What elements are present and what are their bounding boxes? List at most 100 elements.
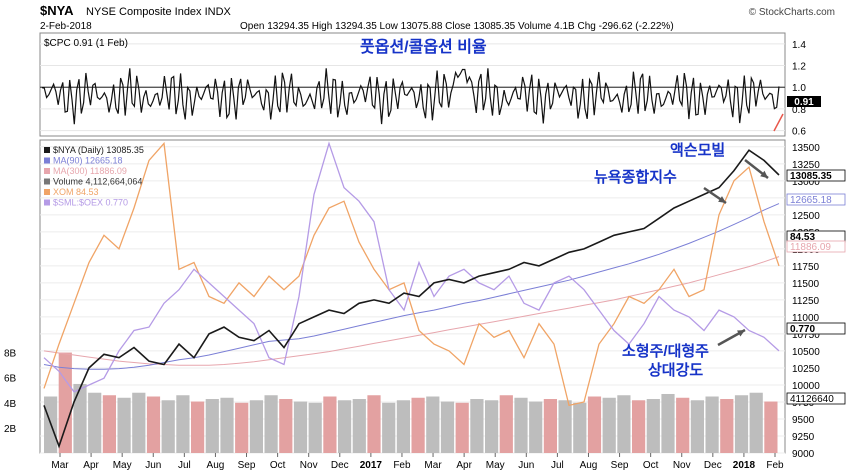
volume-bar <box>632 400 646 453</box>
x-tick-label: Nov <box>300 460 318 471</box>
right-value-label: 12665.18 <box>790 195 832 206</box>
price-ytick: 10250 <box>792 364 820 375</box>
volume-bar <box>749 392 763 453</box>
chart-annotation: 소형주/대형주 <box>622 343 709 360</box>
x-tick-label: Sep <box>611 460 629 471</box>
price-ytick: 11000 <box>792 313 820 324</box>
volume-bar <box>88 392 102 453</box>
volume-ytick: 6B <box>4 374 17 385</box>
volume-bar <box>587 396 602 453</box>
volume-bar <box>146 396 161 453</box>
volume-bar <box>514 397 528 453</box>
right-value-label: 11886.09 <box>790 242 831 253</box>
x-tick-label: Jul <box>551 460 564 471</box>
volume-ytick: 2B <box>4 424 17 435</box>
ratio-legend: $CPC 0.91 (1 Feb) <box>44 38 128 49</box>
x-tick-label: Jun <box>145 460 161 471</box>
header-brand: © StockCharts.com <box>749 7 835 18</box>
volume-bar <box>485 400 499 453</box>
header-symbol: $NYA <box>40 3 74 18</box>
x-tick-label: Mar <box>424 460 442 471</box>
price-ytick: 9250 <box>792 432 815 443</box>
price-ytick: 9500 <box>792 415 815 426</box>
volume-bar <box>426 396 440 453</box>
volume-bar <box>396 400 410 453</box>
x-tick-label: 2017 <box>360 460 383 471</box>
volume-bar <box>293 401 308 453</box>
header-date: 2-Feb-2018 <box>40 21 92 32</box>
ratio-last-value: 0.91 <box>794 97 814 108</box>
ratio-ytick: 1.4 <box>792 40 806 51</box>
x-tick-label: Jun <box>518 460 534 471</box>
price-ytick: 9000 <box>792 449 815 460</box>
ratio-ytick: 1.2 <box>792 62 806 73</box>
volume-bar <box>161 400 175 453</box>
right-value-label: 84.53 <box>790 232 815 243</box>
price-ytick: 10500 <box>792 347 820 358</box>
price-ytick: 13500 <box>792 143 820 154</box>
x-tick-label: Feb <box>766 460 784 471</box>
x-tick-label: Jul <box>178 460 191 471</box>
x-tick-label: Feb <box>393 460 411 471</box>
volume-bar <box>73 383 87 453</box>
x-tick-label: Oct <box>270 460 286 471</box>
volume-bar <box>117 397 131 453</box>
ratio-annotation: 풋옵션/콜옵션 비율 <box>360 38 487 56</box>
price-ytick: 11500 <box>792 279 820 290</box>
price-ytick: 12500 <box>792 211 820 222</box>
volume-bar <box>558 400 572 453</box>
x-tick-label: 2018 <box>733 460 756 471</box>
legend-entry: $NYA (Daily) 13085.35 <box>53 145 144 155</box>
ratio-ytick: 1.0 <box>792 83 806 94</box>
volume-bar <box>323 396 337 453</box>
volume-bar <box>440 401 455 453</box>
legend-entry: $SML:$OEX 0.770 <box>53 198 128 208</box>
x-tick-label: Apr <box>456 460 472 471</box>
volume-bar <box>176 395 190 453</box>
volume-bar <box>58 352 72 453</box>
price-ytick: 13250 <box>792 160 820 171</box>
volume-bar <box>705 396 719 453</box>
volume-bar <box>205 399 219 453</box>
volume-bar <box>602 397 616 453</box>
volume-bar <box>367 395 381 453</box>
legend-entry: MA(300) 11886.09 <box>53 166 127 176</box>
chart-annotation: 상대강도 <box>648 361 703 379</box>
volume-bar <box>235 402 249 453</box>
header-name: NYSE Composite Index INDX <box>86 6 232 18</box>
volume-bar <box>764 401 778 453</box>
price-ytick: 10750 <box>792 330 820 341</box>
volume-ytick: 8B <box>4 349 17 360</box>
volume-bar <box>279 399 293 453</box>
right-value-label: 0.770 <box>790 324 815 335</box>
volume-bar <box>499 395 513 453</box>
volume-bar <box>617 395 631 453</box>
price-ytick: 11250 <box>792 296 820 307</box>
series-line-0 <box>43 149 780 449</box>
volume-bar <box>690 400 704 453</box>
price-ytick: 13000 <box>792 177 820 188</box>
right-value-label: 41126640 <box>790 394 834 405</box>
volume-bar <box>249 400 263 453</box>
cpc-ratio-line <box>41 68 780 125</box>
volume-bar <box>338 400 352 453</box>
x-tick-label: May <box>113 460 132 471</box>
volume-bar <box>191 401 205 453</box>
x-tick-label: Dec <box>704 460 722 471</box>
x-tick-label: Mar <box>51 460 69 471</box>
right-value-label: 13085.35 <box>790 171 832 182</box>
legend-entry: XOM 84.53 <box>53 187 99 197</box>
volume-bar <box>308 402 322 453</box>
volume-bar <box>470 399 484 453</box>
volume-bar <box>529 401 543 453</box>
volume-bar <box>661 393 675 453</box>
price-ytick: 11750 <box>792 262 820 273</box>
volume-bar <box>720 399 734 453</box>
price-ytick: 10000 <box>792 381 820 392</box>
x-tick-label: Sep <box>238 460 256 471</box>
header-quote: Open 13294.35 High 13294.35 Low 13075.88… <box>240 21 674 32</box>
volume-bar <box>734 395 749 453</box>
series-line-4 <box>43 141 780 393</box>
chart-annotation: 액슨모빌 <box>670 141 725 159</box>
